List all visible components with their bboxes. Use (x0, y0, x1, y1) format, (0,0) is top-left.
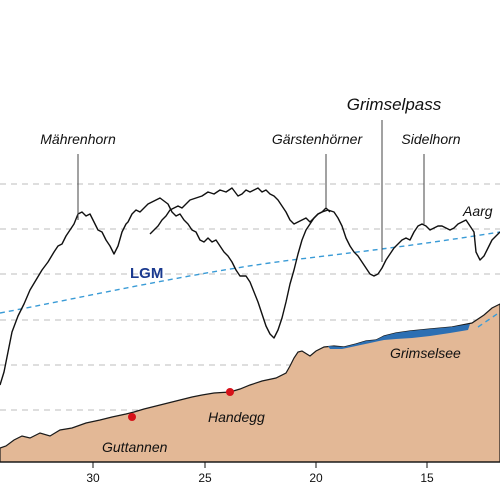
lgm-ice-surface-line (0, 231, 500, 314)
handegg-site-dot (226, 388, 234, 396)
grimselsee-lake (328, 324, 470, 349)
label-grimselsee: Grimselsee (390, 345, 461, 361)
guttannen-site-dot (128, 413, 136, 421)
bedrock-profile (0, 303, 500, 463)
skyline-right (149, 187, 500, 277)
label-aargletscher: Aarg (462, 203, 493, 219)
label-lgm: LGM (130, 265, 163, 282)
tick-label-25: 25 (198, 471, 212, 485)
peak-leader-lines (77, 120, 425, 262)
label-sidelhorn: Sidelhorn (401, 131, 460, 147)
label-grimselpass: Grimselpass (347, 95, 442, 114)
label-guttannen: Guttannen (102, 439, 168, 455)
lgm-ice-surface-line-end (477, 311, 500, 328)
tick-label-15: 15 (420, 471, 434, 485)
label-garstenhorner: Gärstenhörner (272, 131, 364, 147)
skyline-left (0, 197, 331, 386)
x-axis-ticks: 30 25 20 15 (86, 462, 434, 485)
tick-label-20: 20 (309, 471, 323, 485)
label-mahrenhorn: Mährenhorn (40, 131, 116, 147)
tick-label-30: 30 (86, 471, 100, 485)
label-handegg: Handegg (208, 409, 265, 425)
